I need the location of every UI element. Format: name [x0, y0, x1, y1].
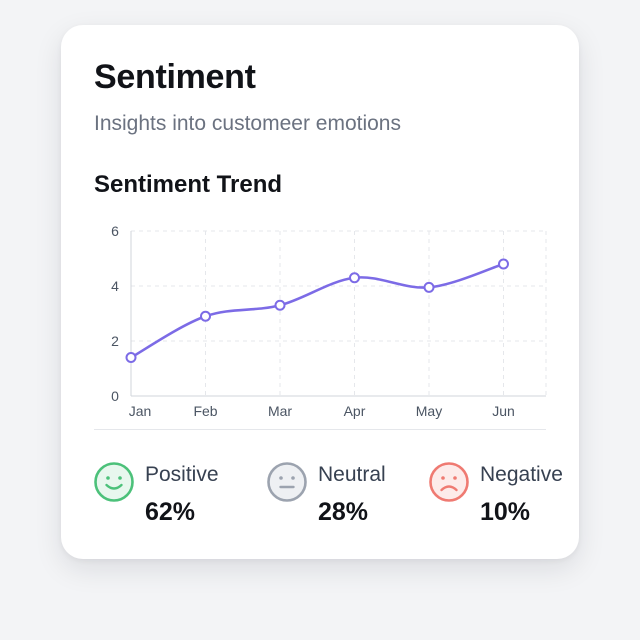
y-tick-label: 6 [111, 223, 119, 239]
page-subtitle: Insights into customeеr emotions [94, 112, 401, 135]
chart-axes: 0 2 4 6 Jan Feb Mar Apr May Jun [111, 223, 546, 419]
positive-label: Positive [145, 463, 219, 486]
x-tick-label: Feb [193, 403, 217, 419]
data-point[interactable] [349, 272, 360, 284]
x-tick-label: Jan [129, 403, 152, 419]
data-point[interactable] [125, 352, 137, 363]
data-point[interactable] [200, 310, 211, 322]
y-tick-label: 2 [111, 333, 119, 349]
series-line [129, 262, 505, 359]
negative-value: 10% [480, 498, 531, 526]
smile-face-icon [94, 462, 134, 502]
data-point[interactable] [274, 299, 286, 311]
chart-title: Sentiment Trend [94, 171, 283, 198]
chart-grid [131, 230, 547, 396]
page-title: Sentiment [94, 58, 256, 96]
x-tick-label: Jun [492, 403, 515, 419]
chart-points [125, 258, 509, 363]
x-tick-label: May [416, 403, 442, 419]
x-tick-label: Mar [268, 403, 292, 419]
neutral-face-icon [267, 462, 307, 502]
data-point[interactable] [498, 258, 509, 270]
negative-label: Negative [480, 463, 563, 486]
x-tick-label: Apr [344, 403, 366, 419]
y-tick-label: 0 [111, 388, 119, 404]
y-tick-label: 4 [111, 278, 119, 294]
sentiment-trend-chart: 0 2 4 6 Jan Feb Mar Apr May Jun [111, 223, 547, 419]
chart-series [129, 262, 505, 359]
data-point[interactable] [423, 281, 435, 293]
neutral-value: 28% [318, 498, 369, 526]
positive-value: 62% [145, 498, 196, 526]
frown-face-icon [429, 462, 469, 502]
neutral-label: Neutral [318, 463, 386, 486]
sentiment-card: Sentiment Insights into customeеr emotio… [61, 25, 579, 559]
section-divider [94, 429, 546, 430]
